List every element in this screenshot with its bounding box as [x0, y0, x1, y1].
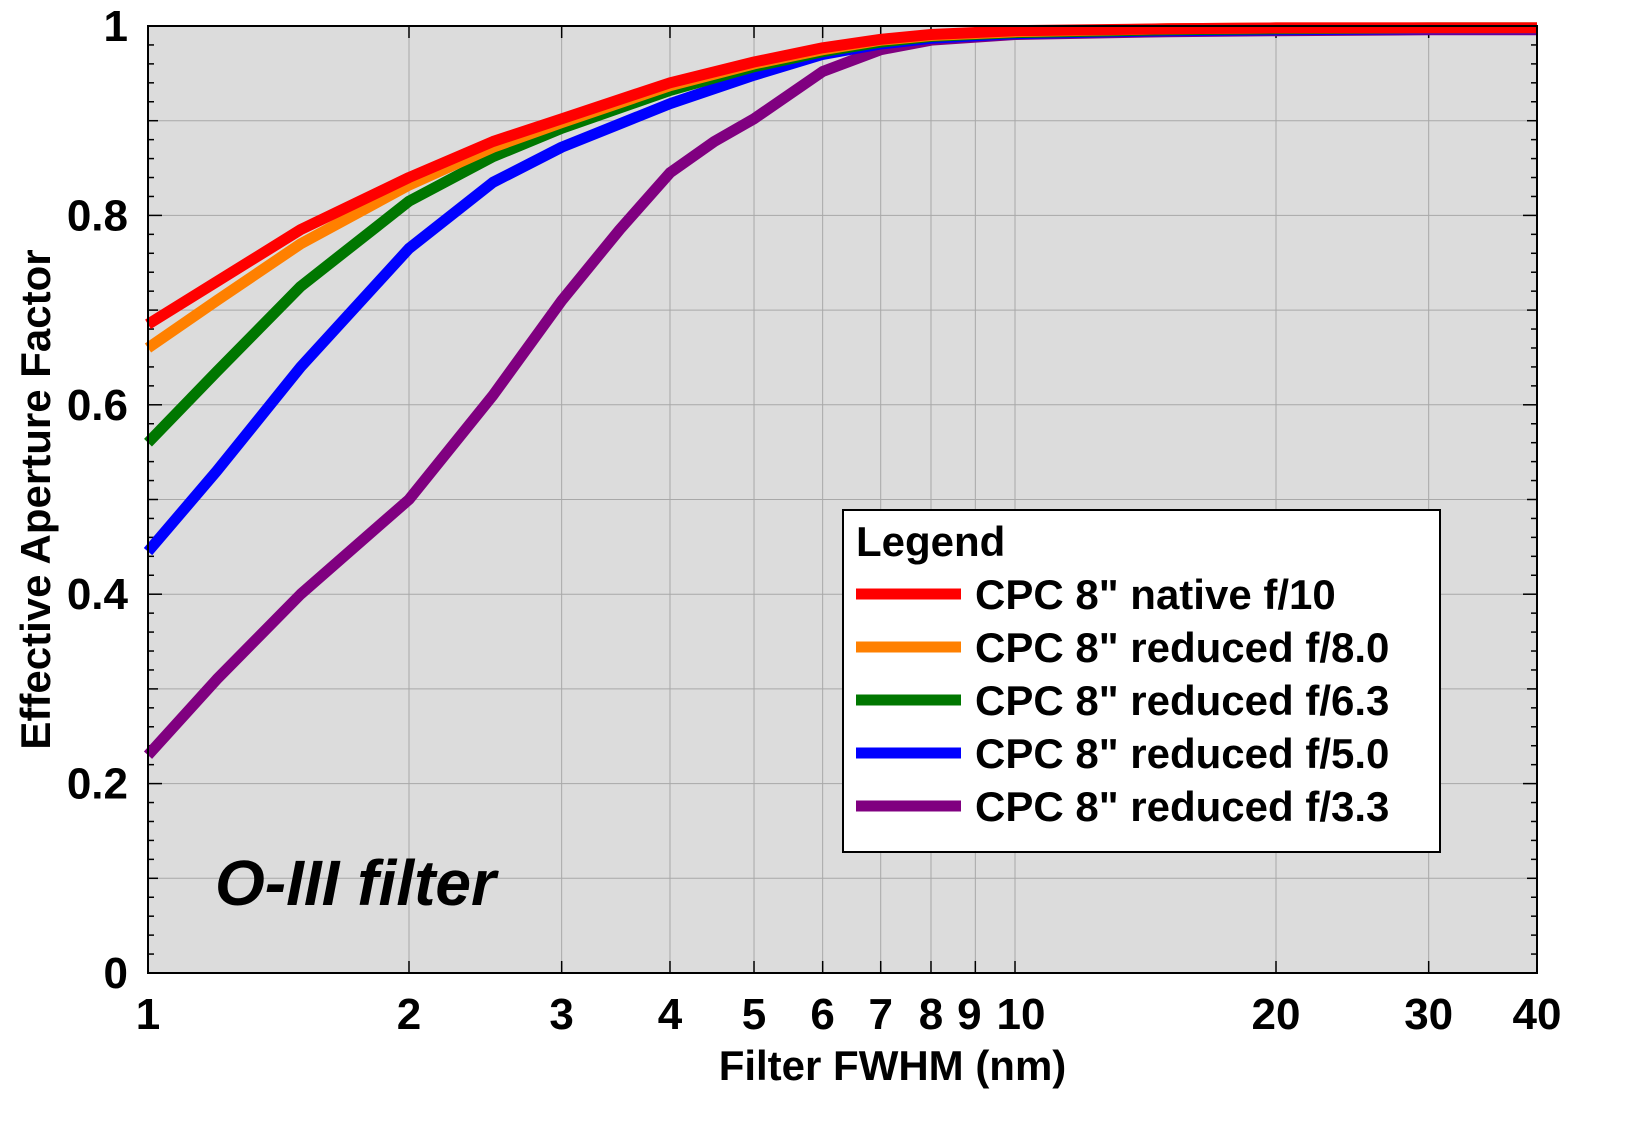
y-tick-label: 0.4	[67, 570, 129, 619]
legend-items: CPC 8" native f/10 CPC 8" reduced f/8.0 CP…	[856, 571, 1389, 830]
legend-box	[842, 509, 1441, 853]
legend-label-0: CPC 8" native f/10	[975, 571, 1336, 618]
x-tick-label: 5	[742, 990, 766, 1039]
x-tick-labels: 1 2 3 4 5 6 7 8 9 10 20 30 40	[136, 990, 1562, 1039]
legend: Legend CPC 8" native f/10 CPC 8" reduced …	[842, 509, 1441, 853]
x-tick-label: 3	[549, 990, 573, 1039]
x-tick-label: 6	[810, 990, 834, 1039]
x-tick-label: 30	[1404, 990, 1453, 1039]
plot-frame	[147, 25, 1538, 974]
x-tick-label: 9	[957, 990, 981, 1039]
x-tick-label: 1	[136, 990, 160, 1039]
x-axis-title: Filter FWHM (nm)	[719, 1042, 1067, 1089]
y-tick-labels: 0 0.2 0.4 0.6 0.8 1	[67, 2, 129, 998]
y-tick-label: 0.2	[67, 760, 128, 809]
x-tick-label: 10	[997, 990, 1046, 1039]
series-line-0	[145, 22, 1537, 329]
series-lines	[143, 22, 1537, 759]
filter-annotation: O-III filter	[215, 847, 499, 919]
y-tick-label: 0.8	[67, 191, 128, 240]
x-tick-label: 2	[397, 990, 421, 1039]
y-tick-label: 1	[104, 2, 128, 51]
legend-label-1: CPC 8" reduced f/8.0	[975, 624, 1389, 671]
y-tick-label: 0.6	[67, 381, 128, 430]
legend-label-2: CPC 8" reduced f/6.3	[975, 677, 1389, 724]
y-axis-title: Effective Aperture Factor	[12, 249, 59, 749]
x-tick-label: 8	[919, 990, 943, 1039]
x-tick-label: 20	[1252, 990, 1301, 1039]
legend-label-3: CPC 8" reduced f/5.0	[975, 730, 1389, 777]
x-tick-label: 40	[1513, 990, 1562, 1039]
x-tick-label: 7	[868, 990, 892, 1039]
legend-label-4: CPC 8" reduced f/3.3	[975, 783, 1389, 830]
legend-title: Legend	[856, 518, 1005, 565]
x-tick-label: 4	[658, 990, 683, 1039]
y-tick-label: 0	[104, 949, 128, 998]
